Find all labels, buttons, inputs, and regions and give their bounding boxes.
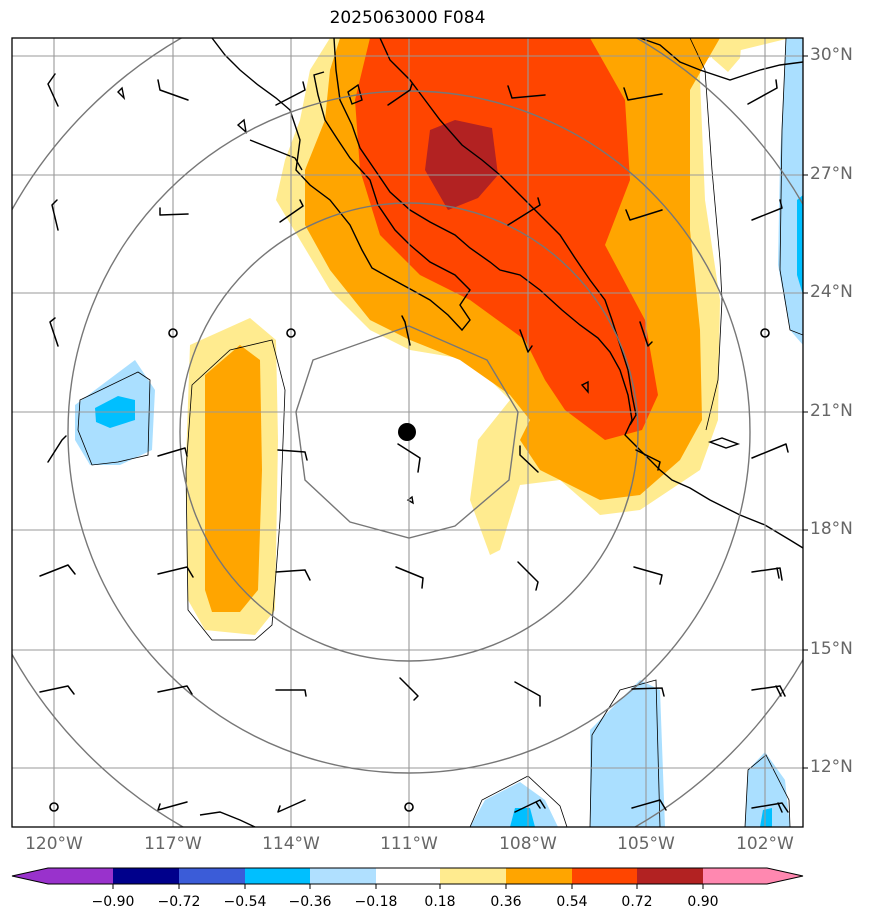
colorbar-under-arrow (12, 868, 48, 884)
lat-label-18n: 18°N (810, 519, 853, 539)
lat-label-27n: 27°N (810, 164, 853, 184)
colorbar-over-arrow (767, 868, 803, 884)
lon-label-105w: 105°W (617, 834, 675, 854)
colorbar-tick-label: 0.36 (490, 894, 522, 910)
lat-label-21n: 21°N (810, 401, 853, 421)
wind-barbs (39, 73, 789, 813)
coastlines (117, 38, 803, 827)
lon-label-102w: 102°W (736, 834, 794, 854)
lat-label-15n: 15°N (810, 639, 853, 659)
map-title: 2025063000 F084 (329, 8, 486, 28)
storm-center-marker (398, 423, 416, 441)
colorbar-tick-label: −0.90 (91, 894, 135, 910)
graticule (12, 38, 803, 827)
lon-label-111w: 111°W (380, 834, 438, 854)
colorbar-tick-label: 0.72 (621, 894, 653, 910)
lat-label-30n: 30°N (810, 45, 853, 65)
lat-label-12n: 12°N (810, 757, 853, 777)
colorbar (11, 867, 804, 889)
colorbar-tick-label: 0.90 (687, 894, 719, 910)
lon-label-114w: 114°W (262, 834, 320, 854)
colorbar-tick-label: −0.36 (288, 894, 332, 910)
darkred-anomaly-fill (425, 120, 498, 210)
colorbar-tick-label: −0.54 (223, 894, 267, 910)
colorbar-tick-label: 0.54 (556, 894, 588, 910)
lat-label-24n: 24°N (810, 282, 853, 302)
lon-label-120w: 120°W (25, 834, 83, 854)
colorbar-tick-label: −0.72 (157, 894, 201, 910)
map-area (12, 38, 803, 827)
lon-label-117w: 117°W (144, 834, 202, 854)
colorbar-tick-label: 0.18 (424, 894, 456, 910)
calm-wind-markers (49, 328, 770, 812)
lat-ticks (803, 55, 808, 769)
lon-label-108w: 108°W (499, 834, 557, 854)
colorbar-tick-label: −0.18 (354, 894, 398, 910)
map-frame (11, 37, 804, 828)
